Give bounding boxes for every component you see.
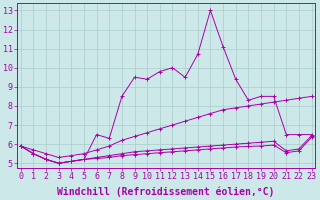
X-axis label: Windchill (Refroidissement éolien,°C): Windchill (Refroidissement éolien,°C) xyxy=(58,187,275,197)
